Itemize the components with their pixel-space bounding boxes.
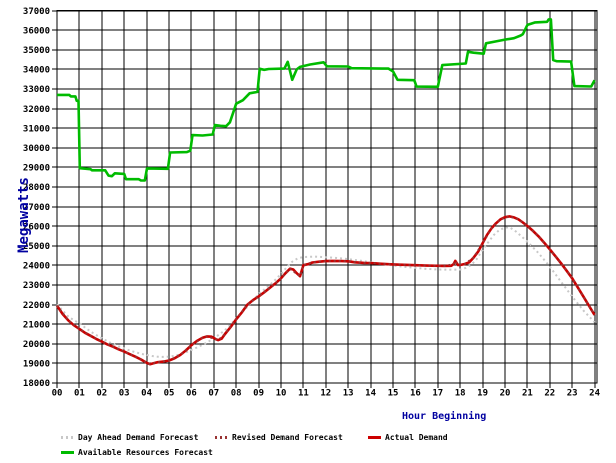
svg-text:20: 20 bbox=[500, 389, 511, 399]
legend-swatch-revised-icon bbox=[215, 436, 228, 439]
legend-item-revised-demand-forecast: Revised Demand Forecast bbox=[215, 433, 343, 442]
svg-text:04: 04 bbox=[141, 389, 152, 399]
svg-text:33000: 33000 bbox=[23, 85, 50, 95]
legend-item-day-ahead-demand-forecast: Day Ahead Demand Forecast bbox=[61, 433, 198, 442]
svg-text:20000: 20000 bbox=[23, 340, 50, 350]
svg-text:31000: 31000 bbox=[23, 124, 50, 134]
svg-text:28000: 28000 bbox=[23, 183, 50, 193]
svg-text:14: 14 bbox=[365, 389, 376, 399]
svg-text:21: 21 bbox=[522, 389, 533, 399]
y-axis-title: Megawatts bbox=[16, 177, 32, 253]
legend-item-available-resources-forecast: Available Resources Forecast bbox=[61, 448, 213, 457]
svg-text:09: 09 bbox=[253, 389, 264, 399]
svg-text:01: 01 bbox=[74, 389, 85, 399]
svg-text:10: 10 bbox=[276, 389, 287, 399]
series-line-available-resources-forecast bbox=[57, 18, 596, 182]
svg-text:32000: 32000 bbox=[23, 105, 50, 115]
svg-text:23: 23 bbox=[567, 389, 578, 399]
svg-text:24: 24 bbox=[589, 389, 600, 399]
svg-text:21000: 21000 bbox=[23, 320, 50, 330]
legend-label-available-resources: Available Resources Forecast bbox=[78, 448, 213, 457]
svg-text:07: 07 bbox=[208, 389, 219, 399]
svg-text:23000: 23000 bbox=[23, 281, 50, 291]
svg-text:00: 00 bbox=[52, 389, 63, 399]
series-line-day-ahead-demand-forecast bbox=[56, 226, 596, 358]
x-tick-labels: 00 01 02 03 04 05 06 07 08 09 10 11 12 13 14 15 16 17 18 19… bbox=[52, 389, 601, 399]
series-line-revised-demand-forecast bbox=[56, 215, 596, 366]
legend-label-revised: Revised Demand Forecast bbox=[232, 433, 343, 442]
svg-text:16: 16 bbox=[410, 389, 421, 399]
svg-text:19000: 19000 bbox=[23, 360, 50, 370]
svg-text:35000: 35000 bbox=[23, 46, 50, 56]
svg-text:02: 02 bbox=[96, 389, 107, 399]
legend-label-actual: Actual Demand bbox=[385, 433, 448, 442]
legend-item-actual-demand: Actual Demand bbox=[368, 433, 448, 442]
svg-text:13: 13 bbox=[343, 389, 354, 399]
svg-text:12: 12 bbox=[320, 389, 331, 399]
legend-swatch-available-resources-icon bbox=[61, 451, 74, 454]
svg-text:25000: 25000 bbox=[23, 242, 50, 252]
svg-text:11: 11 bbox=[298, 389, 309, 399]
svg-text:05: 05 bbox=[164, 389, 175, 399]
svg-text:34000: 34000 bbox=[23, 66, 50, 76]
svg-text:15: 15 bbox=[388, 389, 399, 399]
svg-text:18000: 18000 bbox=[23, 379, 50, 389]
svg-text:22000: 22000 bbox=[23, 301, 50, 311]
svg-text:37000: 37000 bbox=[23, 7, 50, 17]
grid bbox=[56, 10, 597, 384]
svg-text:29000: 29000 bbox=[23, 164, 50, 174]
legend-label-day-ahead: Day Ahead Demand Forecast bbox=[78, 433, 199, 442]
svg-text:06: 06 bbox=[186, 389, 197, 399]
svg-text:26000: 26000 bbox=[23, 222, 50, 232]
svg-text:18: 18 bbox=[455, 389, 466, 399]
svg-text:03: 03 bbox=[119, 389, 130, 399]
svg-text:30000: 30000 bbox=[23, 144, 50, 154]
svg-text:08: 08 bbox=[231, 389, 242, 399]
y-tick-labels: 18000 19000 20000 21000 22000 23000 24000 25000… bbox=[23, 7, 50, 389]
axis-ticks bbox=[52, 10, 596, 388]
svg-text:27000: 27000 bbox=[23, 203, 50, 213]
x-axis-title: Hour Beginning bbox=[402, 411, 487, 422]
svg-text:17: 17 bbox=[432, 389, 443, 399]
plot-border bbox=[56, 10, 598, 384]
legend-swatch-day-ahead-icon bbox=[61, 436, 74, 439]
svg-text:19: 19 bbox=[477, 389, 488, 399]
legend-swatch-actual-icon bbox=[368, 436, 381, 439]
svg-text:22: 22 bbox=[544, 389, 555, 399]
svg-text:24000: 24000 bbox=[23, 262, 50, 272]
svg-text:36000: 36000 bbox=[23, 26, 50, 36]
